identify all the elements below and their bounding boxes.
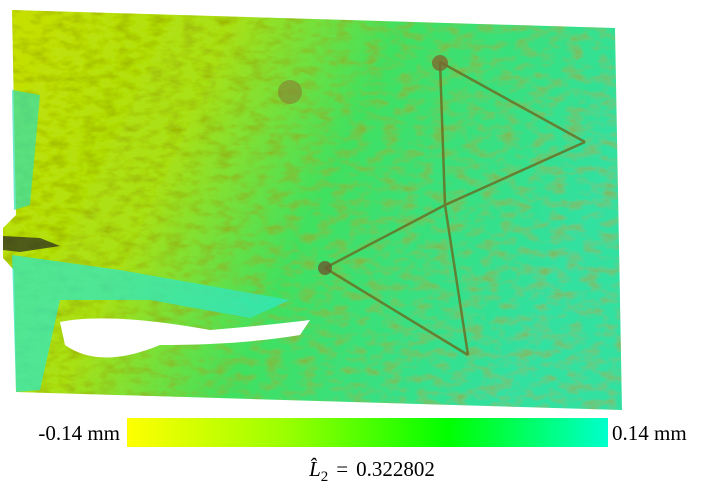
caption-subscript: 2: [321, 469, 329, 485]
colorbar: [127, 418, 608, 447]
pit: [318, 261, 332, 275]
pit: [278, 80, 302, 104]
caption: L̂2 = 0.322802: [308, 457, 435, 485]
pit: [432, 55, 448, 71]
scan-surface: [3, 10, 622, 410]
caption-value: 0.322802: [356, 457, 435, 481]
figure: -0.14 mm 0.14 mm L̂2 = 0.322802: [0, 0, 706, 486]
colorbar-min-label: -0.14 mm: [38, 421, 120, 445]
caption-variable: L̂: [308, 457, 321, 481]
colorbar-max-label: 0.14 mm: [612, 421, 687, 445]
caption-relation: =: [336, 457, 348, 481]
